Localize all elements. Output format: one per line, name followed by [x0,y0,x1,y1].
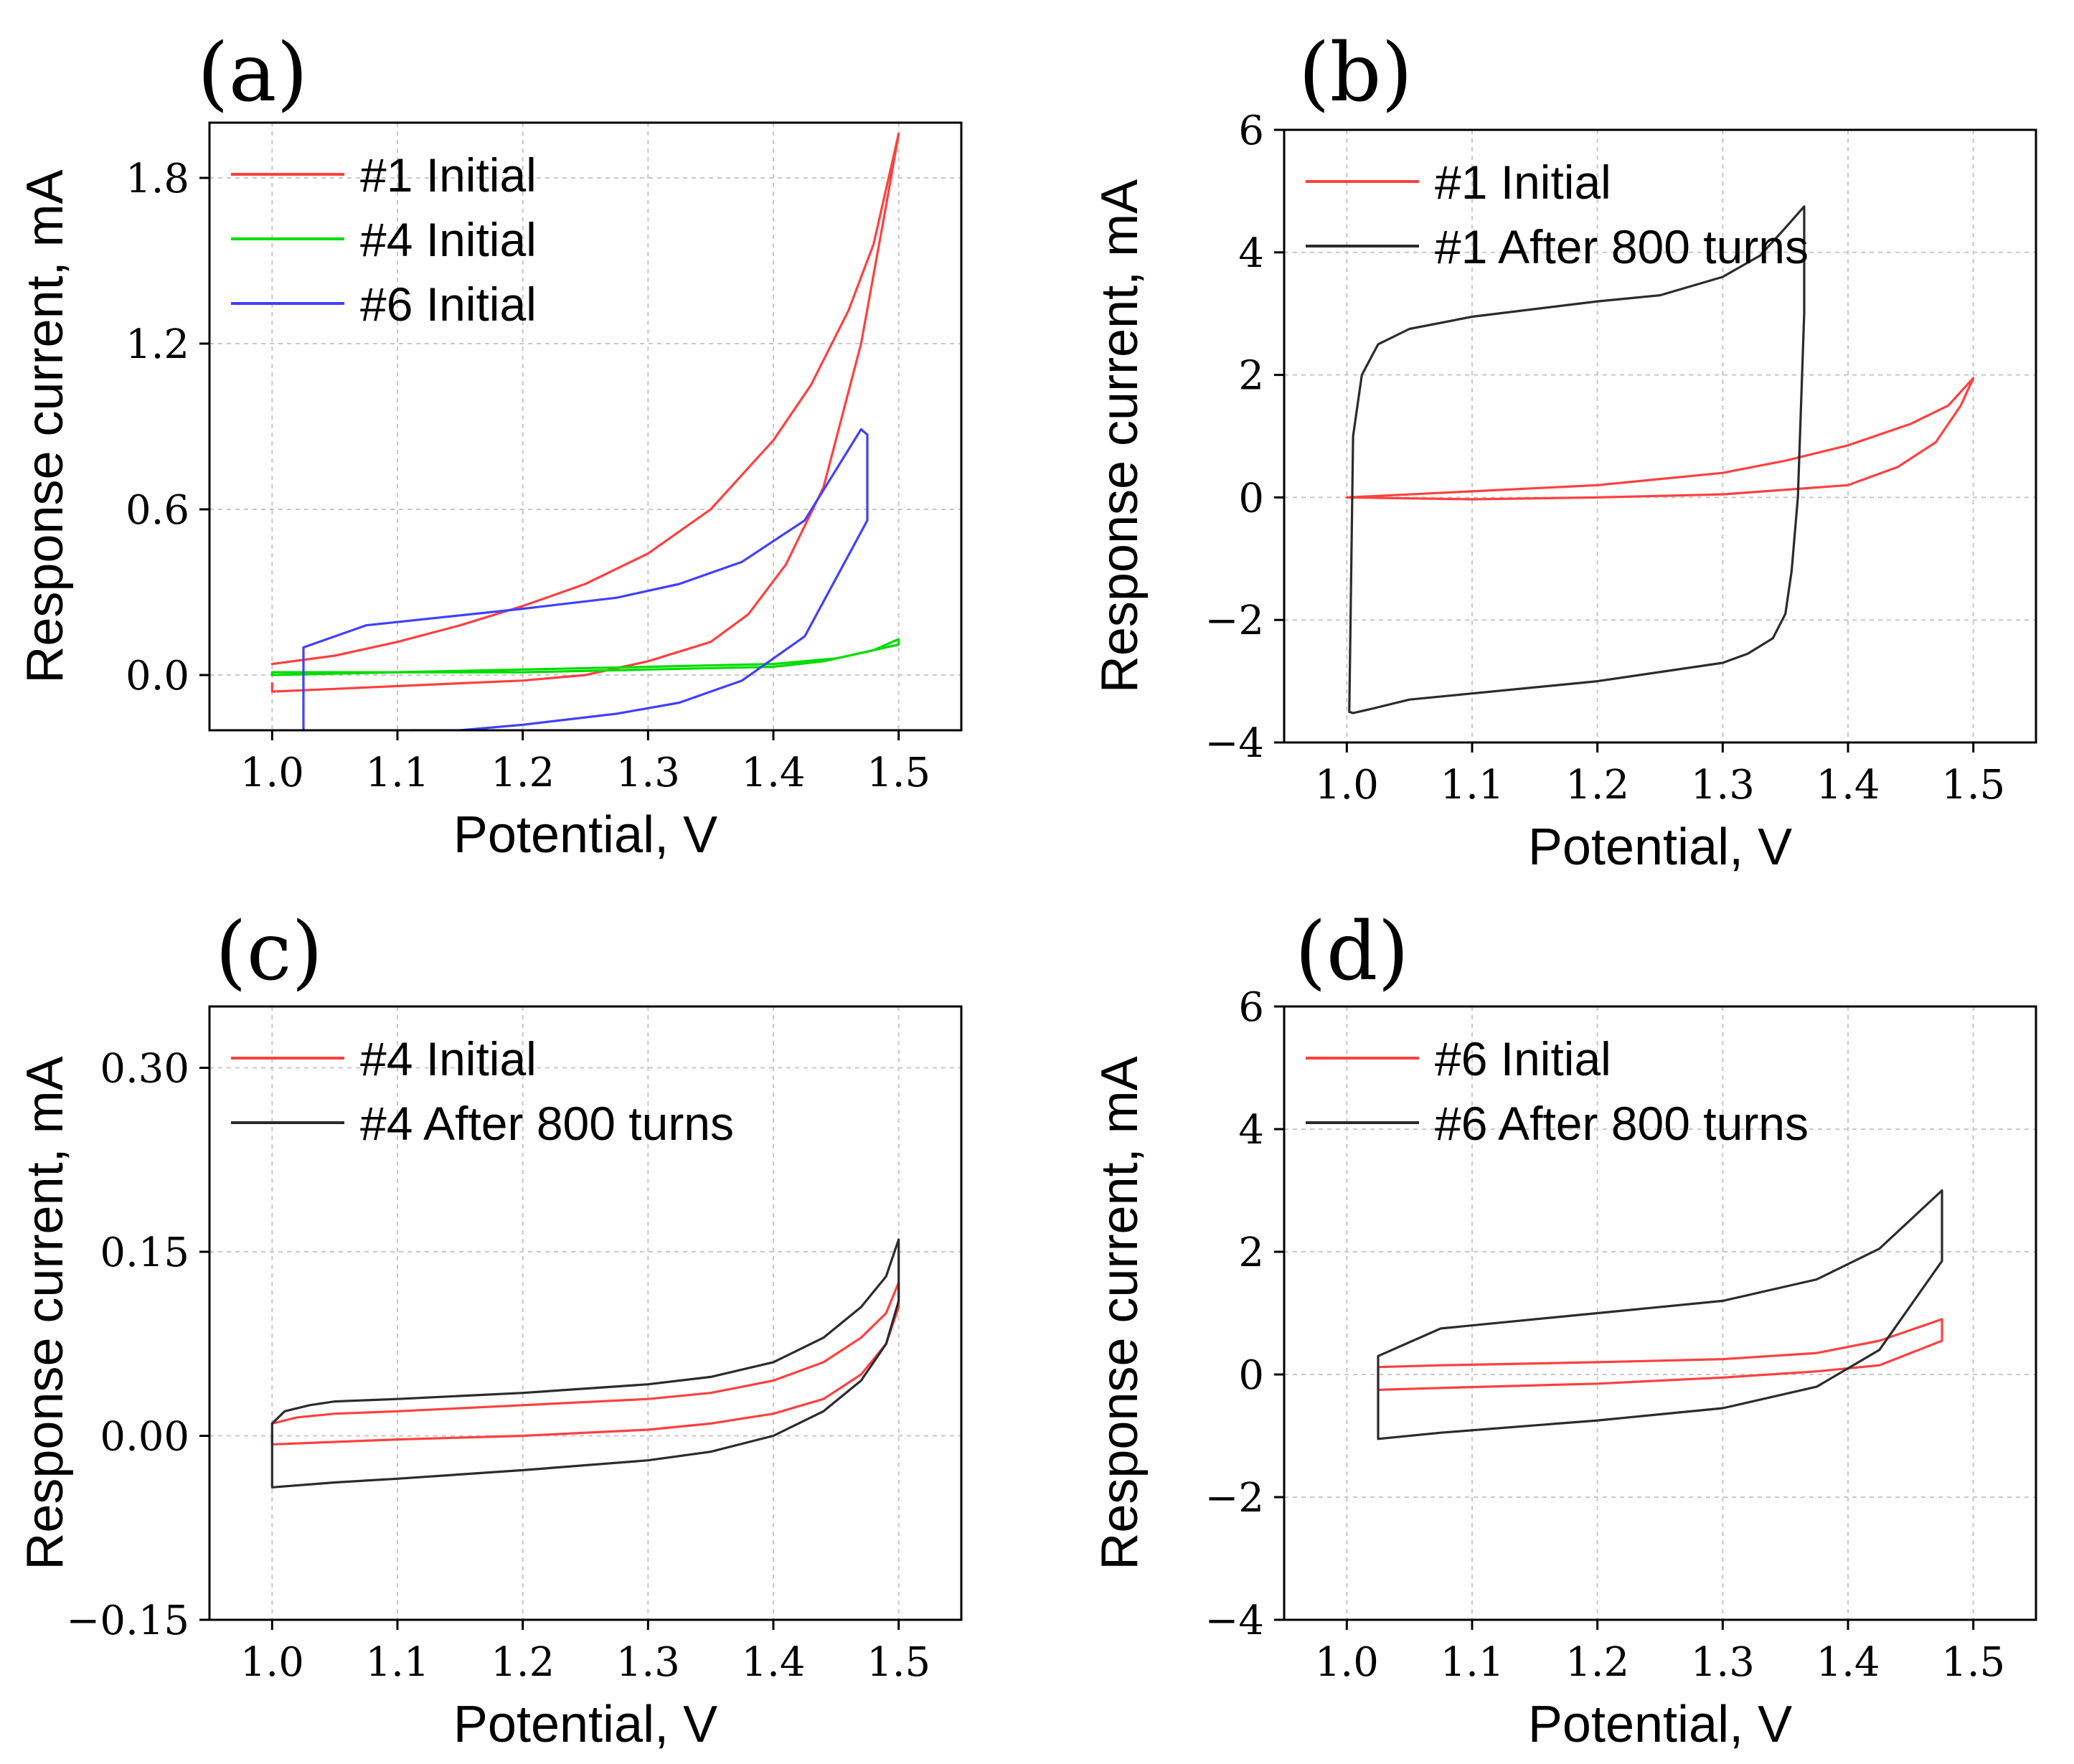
x-tick-label: 1.3 [1691,1639,1755,1686]
x-axis-title: Potential, V [453,1696,717,1753]
x-tick-label: 1.3 [616,1639,680,1686]
chart-panel-4: (d) 1.0 1.1 1.2 1.3 1.4 1.5 −4 −2 0 2 4 6 Potential, … [1091,905,2037,1753]
y-tick-label: 0 [1238,1352,1264,1399]
chart-panel-1: (a) 1.0 1.1 1.2 1.3 1.4 1.5 0.0 0.6 1.2 1.8 Potenti… [17,27,963,864]
y-tick-label: 2 [1238,353,1264,400]
x-tick-label: 1.2 [1565,762,1629,808]
x-tick-label: 1.2 [491,750,555,796]
y-tick-label: 0 [1238,475,1264,522]
plot-frame [208,121,963,732]
series-line-2 [270,1238,900,1489]
series-line-2 [1348,205,1806,714]
chart-panel-2: (b) 1.0 1.1 1.2 1.3 1.4 1.5 −4 −2 0 2 4 6 Potential, … [1091,27,2037,876]
x-tick-label: 1.4 [741,1639,805,1686]
legend-label: #1 Initial [1435,156,1611,209]
y-tick-label: 0.6 [126,487,189,534]
legend-label: #4 After 800 turns [360,1097,734,1150]
series-line-2 [270,638,900,676]
y-axis-title: Response current, mA [1091,179,1149,693]
x-tick-label: 1.0 [1315,1639,1379,1686]
panel-label: (b) [1298,27,1413,120]
x-tick-label: 1.0 [240,750,304,796]
y-tick-label: 0.0 [126,653,189,699]
y-tick-label: −2 [1205,1475,1264,1522]
chart-panel-3: (c) 1.0 1.1 1.2 1.3 1.4 1.5 −0.15 0.00 0.15 0.30 Po… [17,905,963,1753]
x-axis-title: Potential, V [1528,1696,1792,1753]
legend-label: #4 Initial [360,1032,537,1085]
x-tick-label: 1.1 [1440,762,1504,808]
series-line-1 [1377,1318,1943,1392]
x-tick-label: 1.1 [1440,1639,1504,1686]
x-tick-label: 1.2 [1565,1639,1629,1686]
legend-label: #6 Initial [1435,1032,1611,1085]
y-axis-title: Response current, mA [1091,1056,1149,1570]
series-line-3 [302,428,869,730]
x-tick-label: 1.5 [1941,1639,2005,1686]
x-tick-label: 1.4 [1816,762,1880,808]
x-tick-label: 1.5 [867,1639,930,1686]
x-tick-label: 1.3 [1691,762,1755,808]
y-axis-title: Response current, mA [17,1056,74,1570]
x-tick-label: 1.1 [365,1639,429,1686]
y-tick-label: 2 [1238,1230,1264,1276]
x-tick-label: 1.3 [616,750,680,796]
y-tick-label: 4 [1238,230,1264,277]
y-tick-label: 4 [1238,1107,1264,1154]
legend-label: #4 Initial [360,213,537,266]
y-tick-label: 0.30 [100,1046,189,1093]
series-line-1 [270,132,900,693]
x-tick-label: 1.5 [1941,762,2005,808]
y-tick-label: 1.8 [126,156,189,202]
y-tick-label: 6 [1238,984,1264,1031]
y-tick-label: 6 [1238,108,1264,154]
y-axis-title: Response current, mA [17,169,74,683]
y-tick-label: −4 [1205,1598,1264,1644]
y-tick-label: −0.15 [66,1598,189,1644]
y-tick-label: −4 [1205,720,1264,767]
x-tick-label: 1.0 [1315,762,1379,808]
legend-label: #1 After 800 turns [1435,220,1809,273]
x-tick-label: 1.5 [867,750,930,796]
plot-frame [1283,128,2037,744]
y-tick-label: 0.15 [100,1230,189,1276]
series-line-1 [1345,377,1975,501]
x-axis-title: Potential, V [453,806,717,864]
panel-label: (d) [1295,905,1409,999]
x-tick-label: 1.4 [1816,1639,1880,1686]
y-tick-label: 1.2 [126,321,189,368]
plot-frame [1283,1005,2037,1621]
x-tick-label: 1.2 [491,1639,555,1686]
x-tick-label: 1.0 [240,1639,304,1686]
legend-label: #6 Initial [360,278,537,331]
y-tick-label: 0.00 [100,1414,189,1461]
panel-label: (a) [197,27,308,120]
x-axis-title: Potential, V [1528,819,1792,876]
x-tick-label: 1.4 [741,750,805,796]
panel-label: (c) [215,905,323,999]
legend-label: #6 After 800 turns [1435,1097,1809,1150]
legend-label: #1 Initial [360,148,537,202]
x-tick-label: 1.1 [365,750,429,796]
y-tick-label: −2 [1205,598,1264,644]
plot-frame [208,1005,963,1621]
series-line-2 [1377,1189,1943,1440]
